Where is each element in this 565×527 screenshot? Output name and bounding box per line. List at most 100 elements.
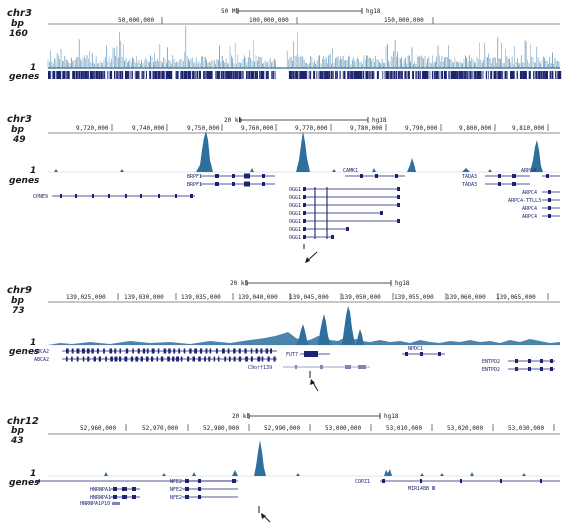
gene-block <box>413 71 414 79</box>
exon <box>222 348 225 354</box>
gene-block <box>301 71 303 79</box>
exon <box>180 356 183 362</box>
gene-block <box>242 71 244 79</box>
gene-block <box>169 71 171 79</box>
gene-block <box>371 71 374 79</box>
gene-block <box>274 71 276 79</box>
gene-block <box>400 71 401 79</box>
coverage-peak <box>530 140 543 172</box>
gene-block <box>262 71 264 79</box>
gene-block <box>450 71 453 79</box>
chrom-label: chr3 <box>7 114 32 125</box>
gene-block <box>99 71 101 79</box>
exon <box>146 348 149 354</box>
gene-block <box>370 71 371 79</box>
tick-label: 139,030,000 <box>124 294 164 301</box>
exon <box>194 348 197 354</box>
gene-block <box>127 71 129 79</box>
gene-block <box>218 71 220 79</box>
gene-block <box>427 71 429 79</box>
exon <box>167 356 170 362</box>
gene-block <box>395 71 398 79</box>
gene-label: OGG1 <box>289 235 301 241</box>
gene-label: COPZ1 <box>355 479 370 485</box>
tick-label: 139,055,000 <box>394 294 434 301</box>
gene-block <box>81 71 82 79</box>
gene-block <box>351 71 353 79</box>
exon <box>183 348 186 354</box>
gene-block <box>162 71 165 79</box>
gene-block <box>529 71 531 79</box>
gene-track: BRPF1 BRPF1 OGG1 OGG1 OGG1 OGG1 OGG1 OGG… <box>33 168 560 241</box>
gene-block <box>353 71 356 79</box>
exon <box>217 356 220 362</box>
exon <box>76 356 79 362</box>
gene-block <box>134 71 136 79</box>
gene-block <box>181 71 183 79</box>
exon <box>130 356 134 362</box>
gene-block <box>207 71 209 79</box>
exon <box>250 348 253 354</box>
exon <box>105 356 107 362</box>
one-label: 1 <box>30 63 36 73</box>
exon <box>86 348 90 354</box>
gene-label: OGG1 <box>289 203 301 209</box>
gene-block <box>259 71 261 79</box>
gene-block <box>557 71 559 79</box>
gene-block <box>545 71 547 79</box>
gene-block <box>306 71 308 79</box>
gene-block <box>495 71 497 79</box>
locus-arrow <box>258 506 271 523</box>
gene-block <box>198 71 201 79</box>
gene-block <box>192 71 194 79</box>
gene-block <box>513 71 515 79</box>
gene-block <box>125 71 127 79</box>
gene-block <box>156 71 158 79</box>
coverage-track <box>48 440 560 477</box>
gene-block <box>119 71 121 79</box>
gene-block <box>189 71 192 79</box>
gene-block <box>385 71 388 79</box>
exon <box>270 348 272 354</box>
gene-block <box>521 71 523 79</box>
abca2-exons <box>66 348 276 362</box>
gene-block <box>161 71 163 79</box>
one-label: 1 <box>30 166 36 176</box>
gene-block <box>149 71 152 79</box>
gene-block <box>93 71 94 79</box>
exon <box>273 356 276 362</box>
gene-label: HNRNPA1 <box>90 487 111 493</box>
exon <box>103 348 105 354</box>
gene-block <box>114 71 116 79</box>
coverage-bumps <box>54 168 492 172</box>
gene-label: OGG1 <box>289 211 301 217</box>
gene-block <box>424 71 426 79</box>
gene-label: NFE2 <box>170 495 182 501</box>
exon <box>233 356 236 362</box>
gene-block <box>302 71 304 79</box>
genes-label: genes <box>9 176 40 186</box>
gene-block <box>137 71 139 79</box>
gene-block <box>318 71 320 79</box>
exon <box>238 348 241 354</box>
gene-block <box>369 71 371 79</box>
coordinate-axis: 9,720,000 9,740,000 9,750,000 9,760,000 … <box>48 124 560 134</box>
gene-density-track <box>48 71 562 79</box>
gene-block <box>107 71 109 79</box>
exon <box>265 348 269 354</box>
gene-block <box>434 71 436 79</box>
gene-block <box>401 71 403 79</box>
gene-block <box>316 71 318 79</box>
gene-label: ARPC4 <box>521 168 536 174</box>
gene-block <box>533 71 535 79</box>
gene-label: ARPC4-TTLL3 <box>508 198 541 204</box>
gene-block <box>186 71 188 79</box>
gene-block <box>138 71 140 79</box>
gene-block <box>59 71 61 79</box>
gene-block <box>516 71 518 79</box>
coverage-track <box>48 306 560 346</box>
exon <box>151 348 155 354</box>
gene-block <box>177 71 179 79</box>
gene-block <box>95 71 98 79</box>
gene-block <box>85 71 87 79</box>
